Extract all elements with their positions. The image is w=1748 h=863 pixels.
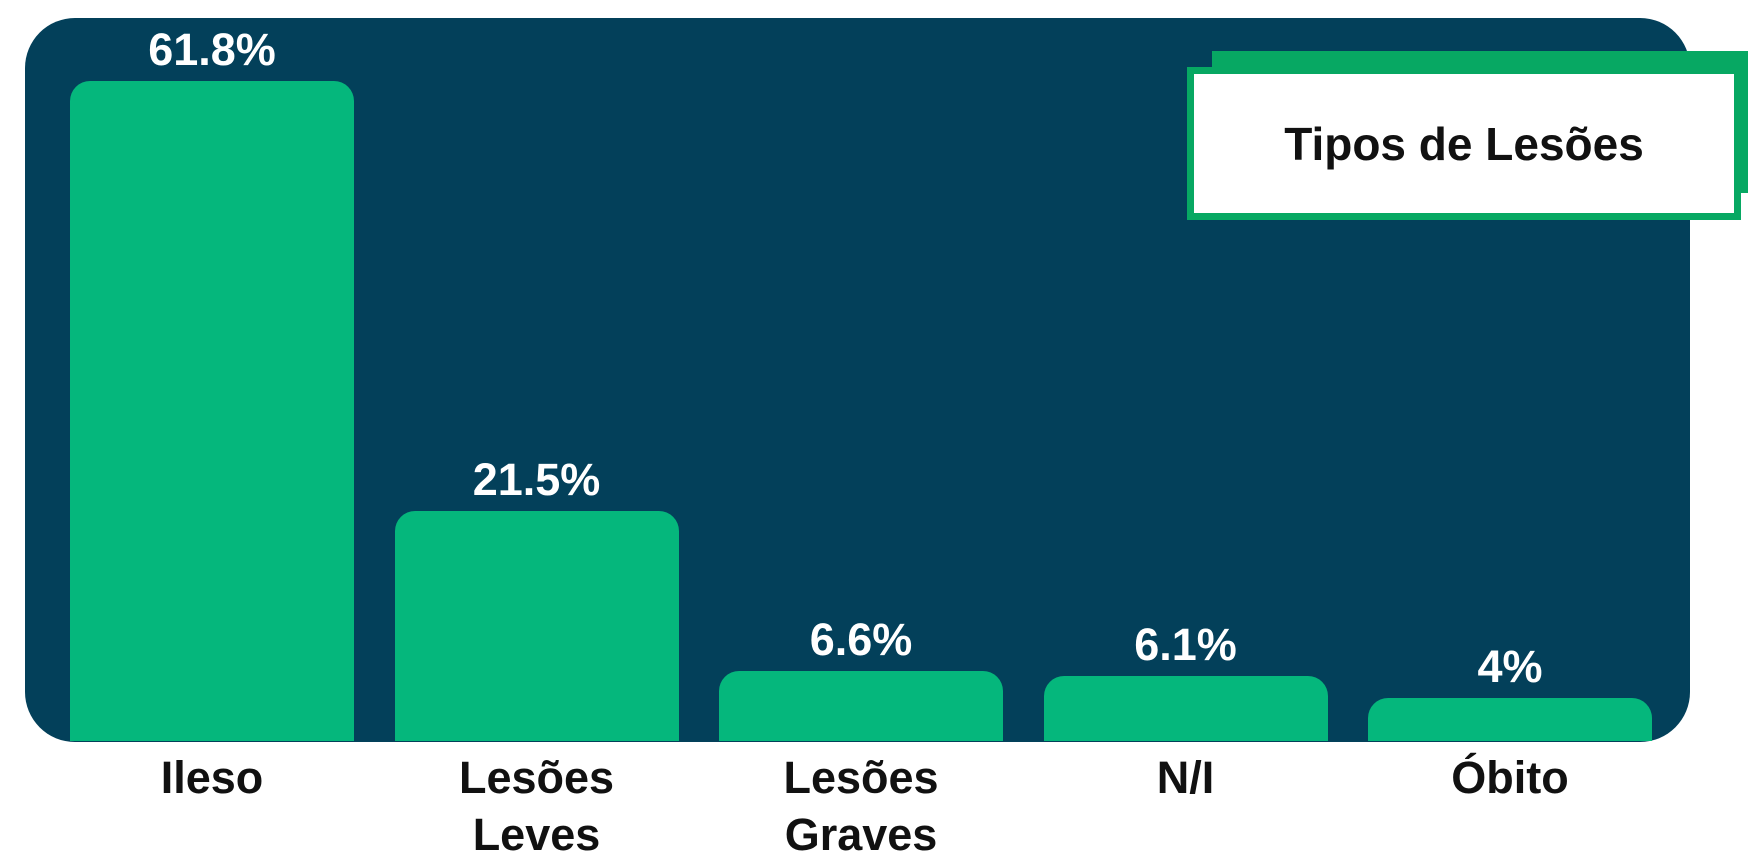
x-tick-label: N/I — [1156, 752, 1215, 803]
value-label: 61.8% — [148, 24, 276, 75]
value-label: 21.5% — [472, 454, 601, 506]
x-tick-label: Lesões Leves — [458, 752, 615, 860]
chart-title: Tipos de Lesões — [1187, 67, 1741, 220]
value-label: 6.6% — [809, 613, 913, 665]
value-label: 4% — [1477, 641, 1543, 693]
x-tick-label: Óbito — [1451, 752, 1569, 803]
value-label: 6.1% — [1134, 618, 1237, 670]
x-tick-label: Lesões Graves — [783, 752, 939, 860]
bar — [1368, 698, 1652, 741]
x-tick-label: Ileso — [160, 752, 264, 803]
bar — [719, 670, 1003, 741]
bar — [1043, 675, 1328, 741]
bar — [70, 81, 354, 741]
bar — [394, 511, 679, 741]
